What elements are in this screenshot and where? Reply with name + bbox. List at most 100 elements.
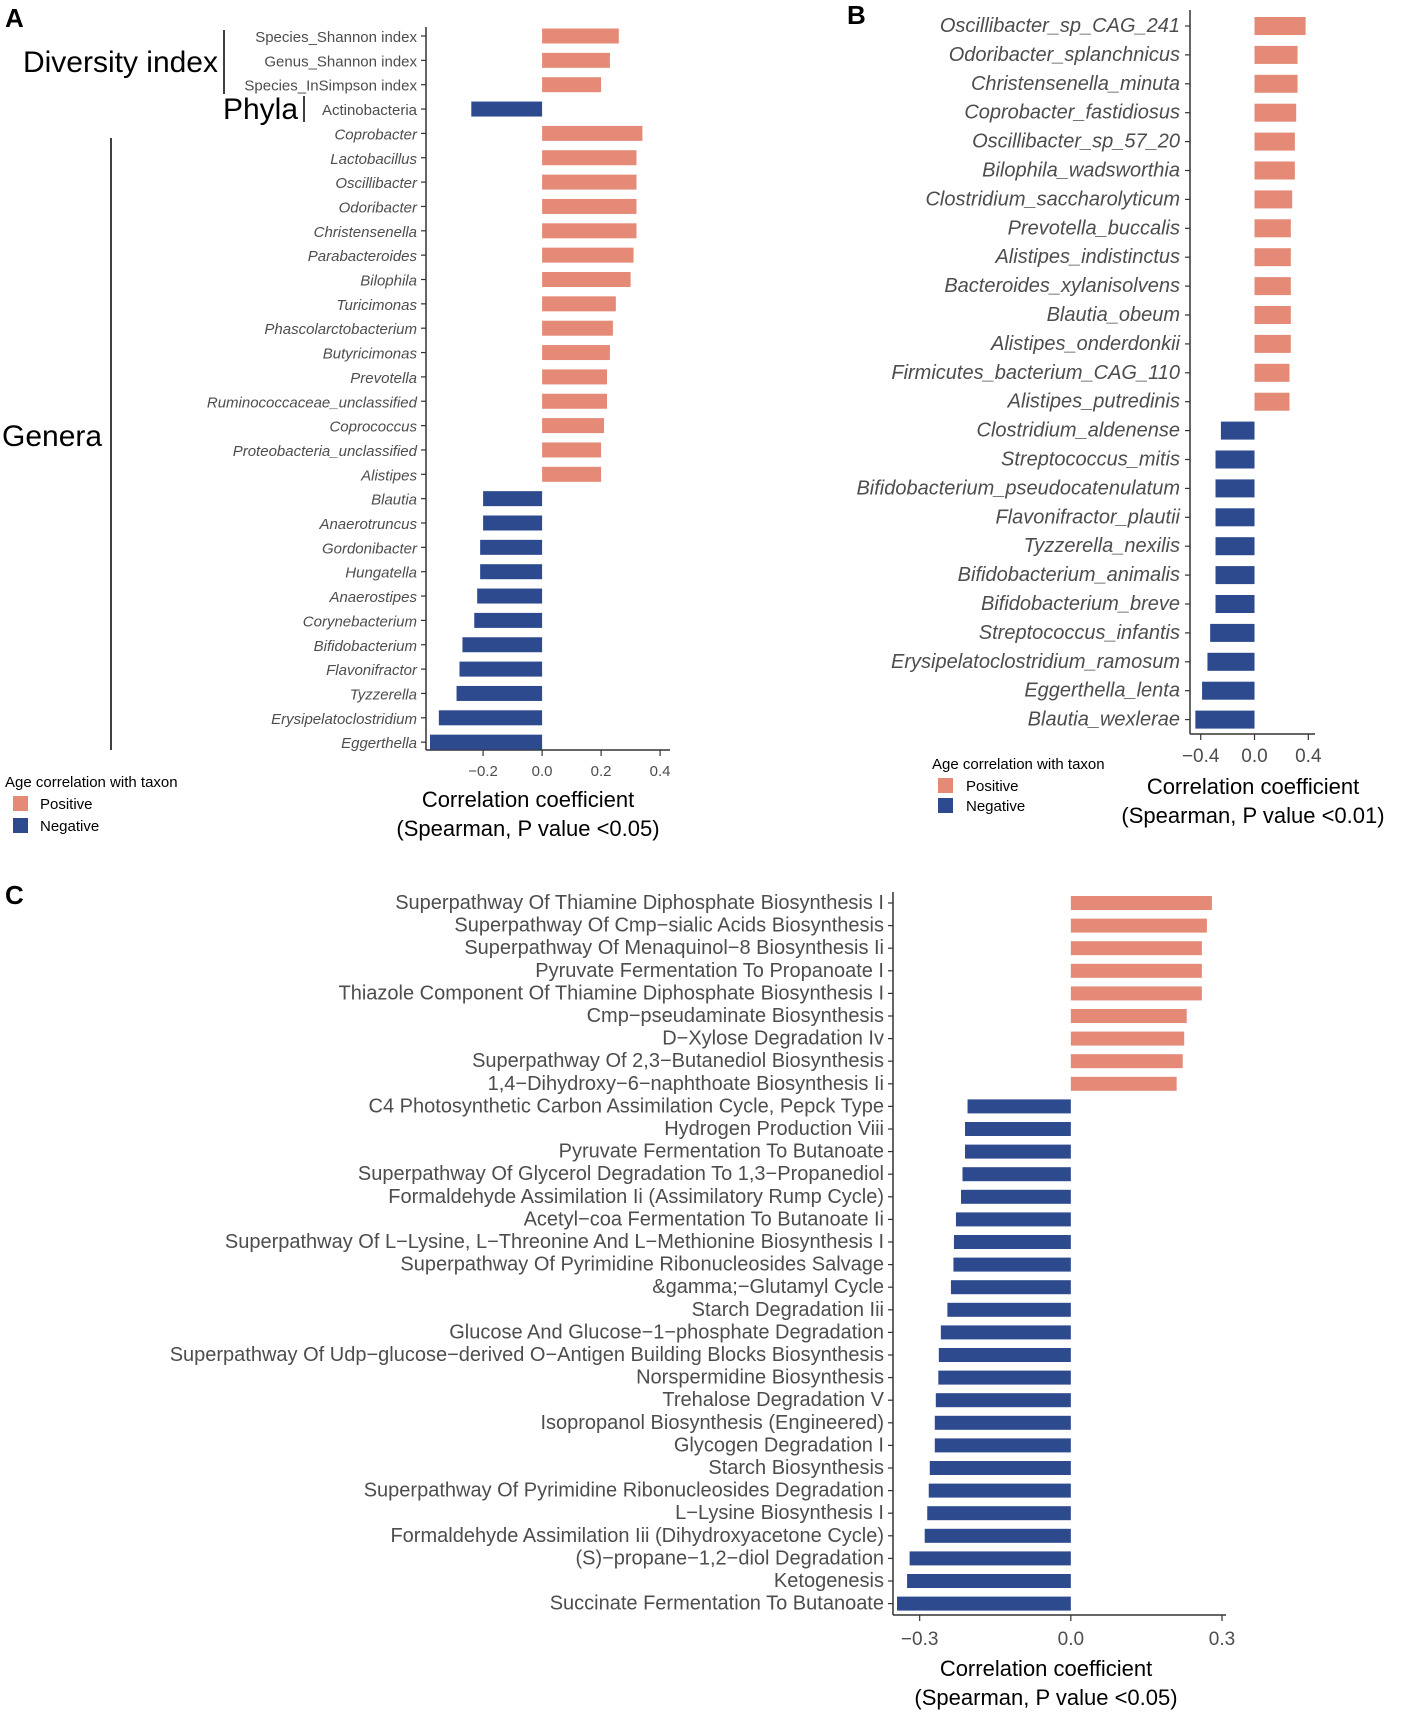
- panel-c-bar: [965, 1122, 1071, 1136]
- panel-c-x-tick-label: −0.3: [901, 1629, 939, 1650]
- panel-a-bar: [430, 734, 543, 750]
- panel-a-bar: [480, 539, 543, 555]
- panel-a-bar: [480, 564, 543, 580]
- panel-a-bar: [542, 369, 607, 385]
- panel-a-bar: [462, 637, 543, 653]
- panel-b-bar: [1254, 17, 1306, 35]
- panel-a-bar: [542, 125, 643, 141]
- legend-b-negative-label: Negative: [966, 798, 1025, 815]
- panel-a-category-label: Species_Shannon index: [255, 29, 417, 46]
- panel-a-category-label: Hungatella: [345, 565, 417, 582]
- panel-b-category-label: Bifidobacterium_breve: [981, 593, 1180, 615]
- panel-a-category-label: Bilophila: [360, 273, 417, 290]
- panel-a-bar: [542, 272, 631, 287]
- panel-c-category-label: Starch Biosynthesis: [708, 1457, 884, 1479]
- panel-c-category-label: 1,4−Dihydroxy−6−naphthoate Biosynthesis …: [488, 1073, 884, 1095]
- panel-a-category-label: Gordonibacter: [322, 540, 418, 557]
- panel-c-bar: [1070, 986, 1202, 1001]
- panel-letter-b: B: [847, 0, 866, 30]
- panel-c-category-label: Trehalose Degradation V: [662, 1389, 884, 1411]
- panel-a-bar: [542, 198, 637, 214]
- panel-b-x-tick-label: −0.4: [1182, 746, 1220, 767]
- panel-c-bar: [953, 1235, 1071, 1249]
- panel-a-category-label: Bifidobacterium: [314, 638, 417, 655]
- panel-a-bar: [474, 612, 543, 628]
- panel-a-category-label: Odoribacter: [339, 199, 418, 216]
- panel-b-category-label: Christensenella_minuta: [971, 73, 1180, 95]
- panel-c-bar: [1070, 1009, 1187, 1023]
- panel-c-bar: [934, 1438, 1071, 1453]
- panel-b-category-label: Prevotella_buccalis: [1008, 217, 1180, 239]
- panel-c-category-label: C4 Photosynthetic Carbon Assimilation Cy…: [369, 1095, 884, 1117]
- panel-c-chart: Superpathway Of Thiamine Diphosphate Bio…: [170, 892, 1235, 1710]
- panel-b-bar: [1215, 479, 1255, 498]
- panel-c-category-label: Formaldehyde Assimilation Ii (Assimilato…: [388, 1186, 884, 1208]
- panel-b-bar: [1254, 219, 1291, 238]
- panel-a-category-label: Coprobacter: [334, 126, 418, 143]
- panel-c-bar: [907, 1574, 1071, 1588]
- panel-a-bar: [542, 418, 605, 434]
- panel-b-bar: [1202, 681, 1255, 700]
- panel-c-bar: [927, 1506, 1071, 1521]
- panel-b-category-label: Bifidobacterium_pseudocatenulatum: [856, 477, 1180, 499]
- panel-a-bar: [483, 491, 543, 507]
- panel-b-bar: [1254, 277, 1291, 296]
- panel-b-category-label: Firmicutes_bacterium_CAG_110: [891, 362, 1180, 384]
- panel-a-category-label: Erysipelatoclostridium: [271, 711, 417, 728]
- panel-a-bar: [542, 150, 637, 166]
- panel-a-bar: [483, 515, 543, 531]
- panel-c-bar: [1070, 1031, 1185, 1046]
- panel-c-category-label: Glucose And Glucose−1−phosphate Degradat…: [449, 1321, 884, 1343]
- panel-b-bar: [1210, 623, 1255, 642]
- legend-b-positive-swatch: [938, 778, 953, 793]
- panel-a-bar: [542, 466, 602, 482]
- panel-b-x-axis-title: Correlation coefficient: [1147, 774, 1359, 799]
- panel-c-bar: [1070, 1054, 1183, 1069]
- panel-c-bar: [928, 1483, 1071, 1498]
- panel-c-category-label: Superpathway Of Cmp−sialic Acids Biosynt…: [454, 915, 884, 937]
- panel-a-bar: [542, 28, 619, 44]
- panel-b-bar: [1215, 450, 1255, 469]
- panel-a-category-label: Proteobacteria_unclassified: [233, 443, 418, 460]
- panel-c-category-label: Thiazole Component Of Thiamine Diphospha…: [339, 982, 884, 1004]
- panel-a-category-label: Prevotella: [350, 370, 417, 387]
- panel-a-category-label: Oscillibacter: [335, 175, 418, 192]
- panel-c-bar: [938, 1370, 1071, 1385]
- panel-c-x-axis-title: Correlation coefficient: [940, 1656, 1152, 1681]
- panel-a-category-label: Anaerostipes: [328, 589, 417, 606]
- panel-c-bar: [955, 1212, 1071, 1227]
- panel-c-category-label: Glycogen Degradation I: [674, 1434, 884, 1456]
- panel-b-bar: [1254, 74, 1298, 93]
- panel-a-category-label: Genus_Shannon index: [264, 53, 417, 70]
- panel-b-bar: [1215, 566, 1255, 585]
- panel-b-x-tick-label: 0.0: [1241, 746, 1267, 767]
- panel-b-category-label: Odoribacter_splanchnicus: [949, 44, 1180, 66]
- panel-b-category-label: Oscillibacter_sp_CAG_241: [940, 15, 1180, 37]
- panel-c-category-label: Norspermidine Biosynthesis: [636, 1367, 884, 1389]
- legend-a-positive-swatch: [13, 796, 28, 811]
- panel-a-category-label: Parabacteroides: [308, 248, 418, 265]
- panel-b-category-label: Coprobacter_fastidiosus: [964, 102, 1180, 124]
- panel-a-bar: [542, 442, 602, 458]
- panel-c-x-tick-label: 0.0: [1058, 1629, 1084, 1650]
- panel-b-category-label: Alistipes_indistinctus: [994, 246, 1180, 268]
- panel-a-category-label: Phascolarctobacterium: [264, 321, 417, 338]
- panel-c-category-label: Isopropanol Biosynthesis (Engineered): [540, 1412, 884, 1434]
- panel-a-x-tick-label: 0.4: [650, 763, 671, 780]
- panel-c-category-label: &gamma;−Glutamyl Cycle: [652, 1276, 884, 1298]
- panel-b-category-label: Streptococcus_mitis: [1001, 449, 1180, 471]
- panel-a-bar: [477, 588, 543, 604]
- panel-b-bar: [1254, 161, 1295, 180]
- panel-c-category-label: Succinate Fermentation To Butanoate: [550, 1593, 884, 1615]
- panel-c-category-label: Starch Degradation Iii: [692, 1299, 884, 1321]
- group-label-phyla: Phyla: [223, 93, 298, 126]
- panel-a-bar: [542, 345, 610, 361]
- panel-c-category-label: Acetyl−coa Fermentation To Butanoate Ii: [524, 1208, 884, 1230]
- panel-c-bar: [965, 1144, 1071, 1159]
- panel-a-category-label: Turicimonas: [336, 297, 417, 314]
- panel-b-bar: [1254, 392, 1290, 411]
- panel-a-bar: [471, 101, 543, 117]
- panel-b-category-label: Clostridium_saccharolyticum: [925, 188, 1180, 210]
- panel-c-category-label: D−Xylose Degradation Iv: [662, 1028, 884, 1050]
